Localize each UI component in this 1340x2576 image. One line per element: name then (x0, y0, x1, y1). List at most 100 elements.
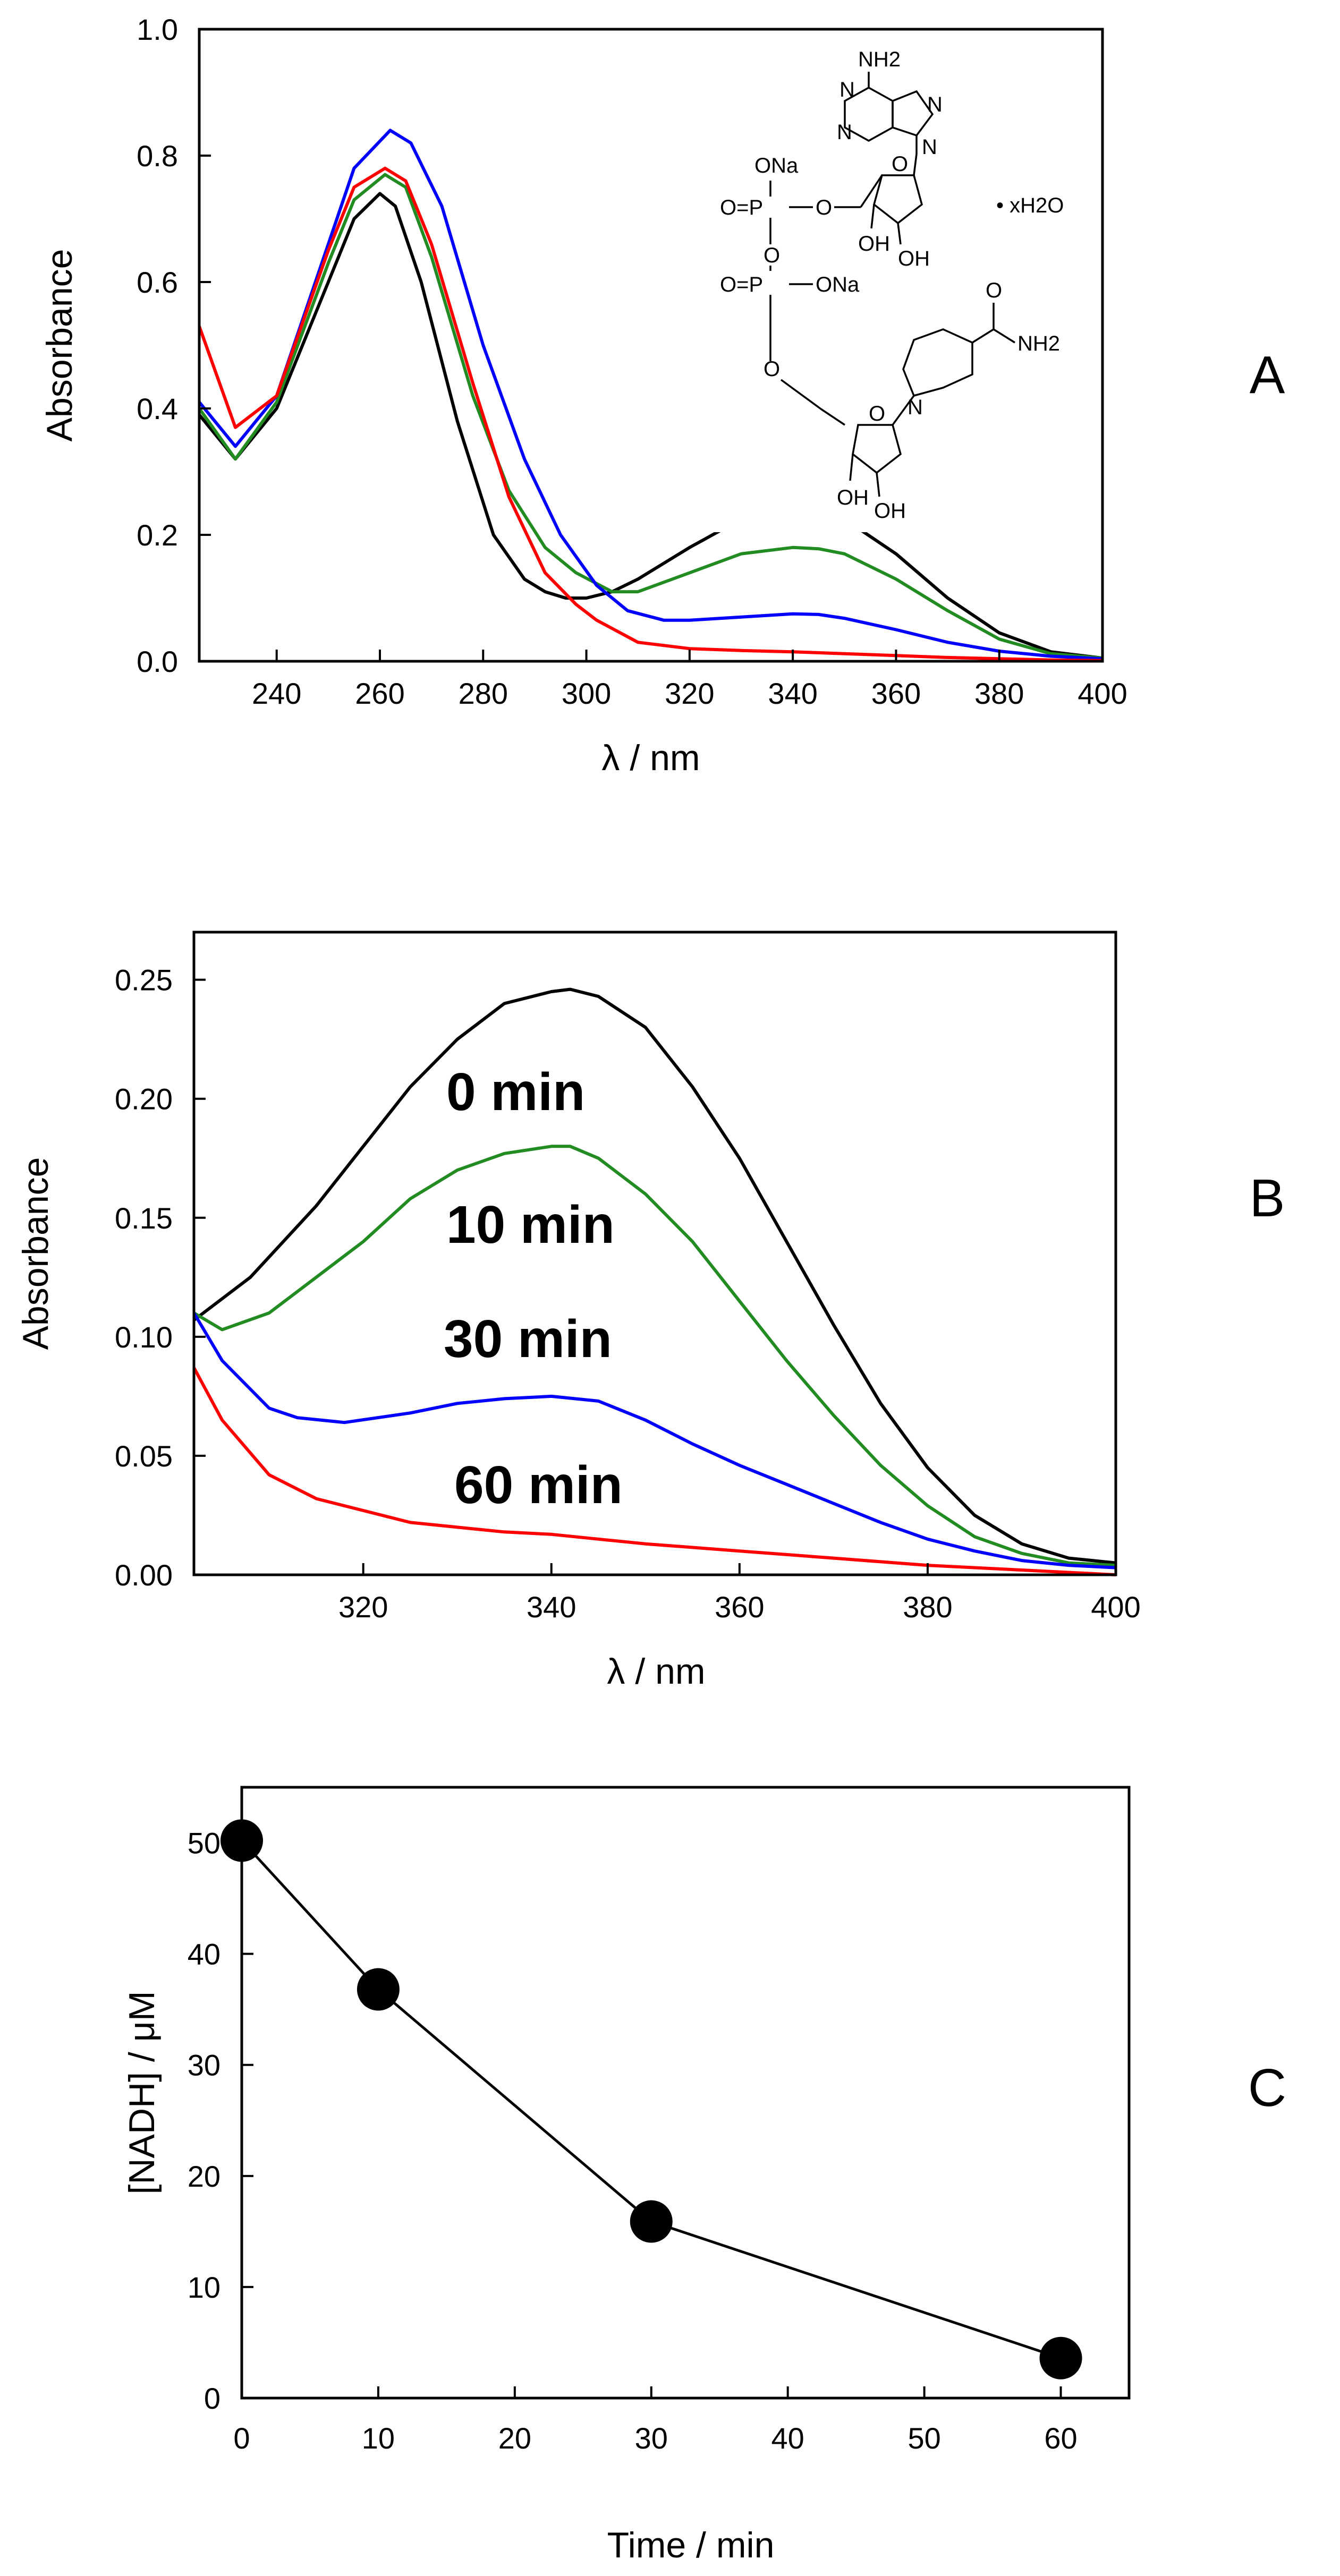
panel-c-plot-frame (240, 1786, 1131, 2400)
panel-b-x-tick-label: 360 (715, 1590, 764, 1624)
nadh-label-op-2: O=P (720, 273, 763, 296)
panel-c-x-tick-label: 10 (362, 2421, 395, 2455)
nadh-label-oh-3: OH (837, 486, 869, 509)
panel-b-series (192, 987, 1116, 1576)
panel-b-series-30-min (192, 1312, 1116, 1570)
panel-a-x-tick-label: 360 (871, 677, 921, 710)
nadh-label-n1: N (839, 78, 855, 101)
nadh-structure (696, 33, 1100, 532)
panel-c-y-tick-label: 40 (188, 1938, 220, 1971)
panel-c-point-30-min (630, 2200, 673, 2243)
panel-b: 320 340 360 380 4000.000.050.100.150.200.25 … (15, 931, 1285, 1692)
panel-a-y-tick-label: 0.2 (137, 518, 178, 552)
nadh-label-oh-2: OH (898, 247, 930, 270)
panel-b-y-tick-label: 0.15 (115, 1201, 173, 1235)
panel-b-x-tick-label: 380 (903, 1590, 952, 1624)
panel-a-x-tick-label: 240 (252, 677, 301, 710)
panel-a-x-tick-label: 400 (1078, 677, 1127, 710)
panel-a-series (198, 129, 1103, 662)
panel-c-ylabel: [NADH] / μM (122, 1991, 162, 2195)
panel-a-y-tick-label: 0.4 (137, 392, 178, 425)
panel-a-tick-labels: 240 260 280 300 320 340 360 380 400 0.0 0.2 0.4 0.6 0… (137, 13, 1127, 710)
panel-c-line (241, 1839, 1062, 2360)
panel-b-y-tick-label: 0.05 (115, 1439, 173, 1473)
nadh-label-o-3: O (764, 244, 780, 267)
panel-a-y-tick-label: 0.6 (137, 266, 178, 299)
panel-b-y-tick-label: 0.10 (115, 1320, 173, 1354)
panel-a-series-0-min (198, 192, 1103, 660)
nadh-label-ona-2: ONa (816, 273, 860, 296)
panel-b-y-tick-label: 0.00 (115, 1558, 173, 1592)
nadh-label-hydrate: • xH2O (996, 194, 1064, 217)
panel-a-plot-frame (198, 28, 1104, 663)
label-30-min: 30 min (444, 1309, 612, 1369)
label-0-min: 0 min (446, 1062, 585, 1122)
panel-c-point-10-min (357, 1968, 400, 2011)
panel-c: 0 10 20 30 40 50 60 0 10 20 30 40 50 Time / min [NAD… (122, 1786, 1286, 2565)
panel-a-x-tick-label: 280 (459, 677, 508, 710)
panel-b-ticks (194, 978, 1117, 1576)
panel-c-ticks (241, 1841, 1062, 2399)
panel-c-y-tick-label: 10 (188, 2271, 220, 2304)
panel-c-letter: C (1248, 2058, 1286, 2118)
panel-a-y-tick-label: 0.8 (137, 139, 178, 173)
panel-c-tick-labels: 0 10 20 30 40 50 60 0 10 20 30 40 50 (188, 1827, 1078, 2455)
nadh-structure-labels: NH2 N N N N ONa O=P O O O O=P ONa O OH O… (720, 48, 1064, 523)
panel-c-connecting-line (241, 1839, 1062, 2360)
label-10-min: 10 min (446, 1195, 615, 1255)
panel-c-x-tick-label: 50 (908, 2421, 940, 2455)
panel-a-letter: A (1250, 345, 1285, 405)
panel-a-x-tick-label: 320 (665, 677, 714, 710)
panel-a-x-tick-label: 260 (355, 677, 404, 710)
panel-c-y-tick-label: 20 (188, 2160, 220, 2193)
nadh-label-o-2: O (892, 152, 908, 176)
panel-b-series-0-min (193, 987, 1116, 1565)
panel-b-series-10-min (193, 1145, 1116, 1567)
panel-a-y-tick-label: 0.0 (137, 645, 178, 678)
label-60-min: 60 min (454, 1455, 623, 1515)
nadh-label-oh-4: OH (874, 499, 906, 523)
nadh-label-n3: N (927, 93, 943, 116)
nadh-label-n-ring: N (908, 396, 923, 419)
nadh-label-op-1: O=P (720, 196, 763, 219)
panel-a-ylabel: Absorbance (39, 249, 80, 442)
panel-c-point-60-min (1039, 2336, 1082, 2379)
panel-c-x-tick-label: 20 (498, 2421, 531, 2455)
nadh-label-o-5: O (986, 279, 1002, 302)
panel-b-tick-labels: 320 340 360 380 400 0.00 0.05 0.10 0.15 0.20 0.25 (115, 963, 1141, 1624)
panel-b-xlabel: λ / nm (607, 1651, 705, 1692)
panel-b-x-tick-label: 400 (1091, 1590, 1140, 1624)
panel-a-y-tick-label: 1.0 (137, 13, 178, 46)
panel-c-x-tick-label: 0 (233, 2421, 250, 2455)
nadh-label-ona-1: ONa (754, 154, 799, 177)
panel-a: 240 260 280 300 320 340 360 380 400 0.0 0.2 0.4 0.6 0… (39, 13, 1285, 778)
nadh-label-n4: N (922, 135, 937, 159)
panel-c-y-tick-label: 0 (204, 2382, 220, 2415)
panel-b-y-tick-label: 0.25 (115, 963, 173, 997)
panel-c-x-tick-label: 40 (771, 2421, 804, 2455)
panel-a-x-tick-label: 380 (974, 677, 1024, 710)
panel-a-xlabel: λ / nm (601, 738, 700, 778)
panel-a-series-60-min (198, 166, 1103, 662)
nadh-label-o-6: O (869, 402, 885, 425)
nadh-label-nh2-amide: NH2 (1017, 332, 1060, 355)
panel-a-x-tick-label: 300 (562, 677, 611, 710)
nadh-structure-background (696, 33, 1100, 532)
nadh-label-nh2-top: NH2 (858, 48, 901, 71)
panel-c-y-tick-label: 50 (188, 1827, 220, 1860)
panel-c-xlabel: Time / min (607, 2525, 775, 2565)
nadh-label-o-1: O (816, 196, 832, 219)
nadh-label-oh-1: OH (858, 232, 890, 255)
panel-b-plot-frame (192, 931, 1117, 1576)
nadh-label-o-4: O (764, 357, 780, 381)
panel-b-series-60-min (192, 1367, 1116, 1576)
panel-b-x-tick-label: 340 (527, 1590, 576, 1624)
panel-c-x-tick-label: 60 (1044, 2421, 1077, 2455)
panel-c-markers (220, 1819, 1082, 2379)
panel-a-x-tick-label: 340 (768, 677, 817, 710)
panel-c-x-tick-label: 30 (635, 2421, 668, 2455)
panel-b-y-tick-label: 0.20 (115, 1082, 173, 1116)
nadh-label-n2: N (837, 121, 852, 144)
panel-c-y-tick-label: 30 (188, 2049, 220, 2082)
